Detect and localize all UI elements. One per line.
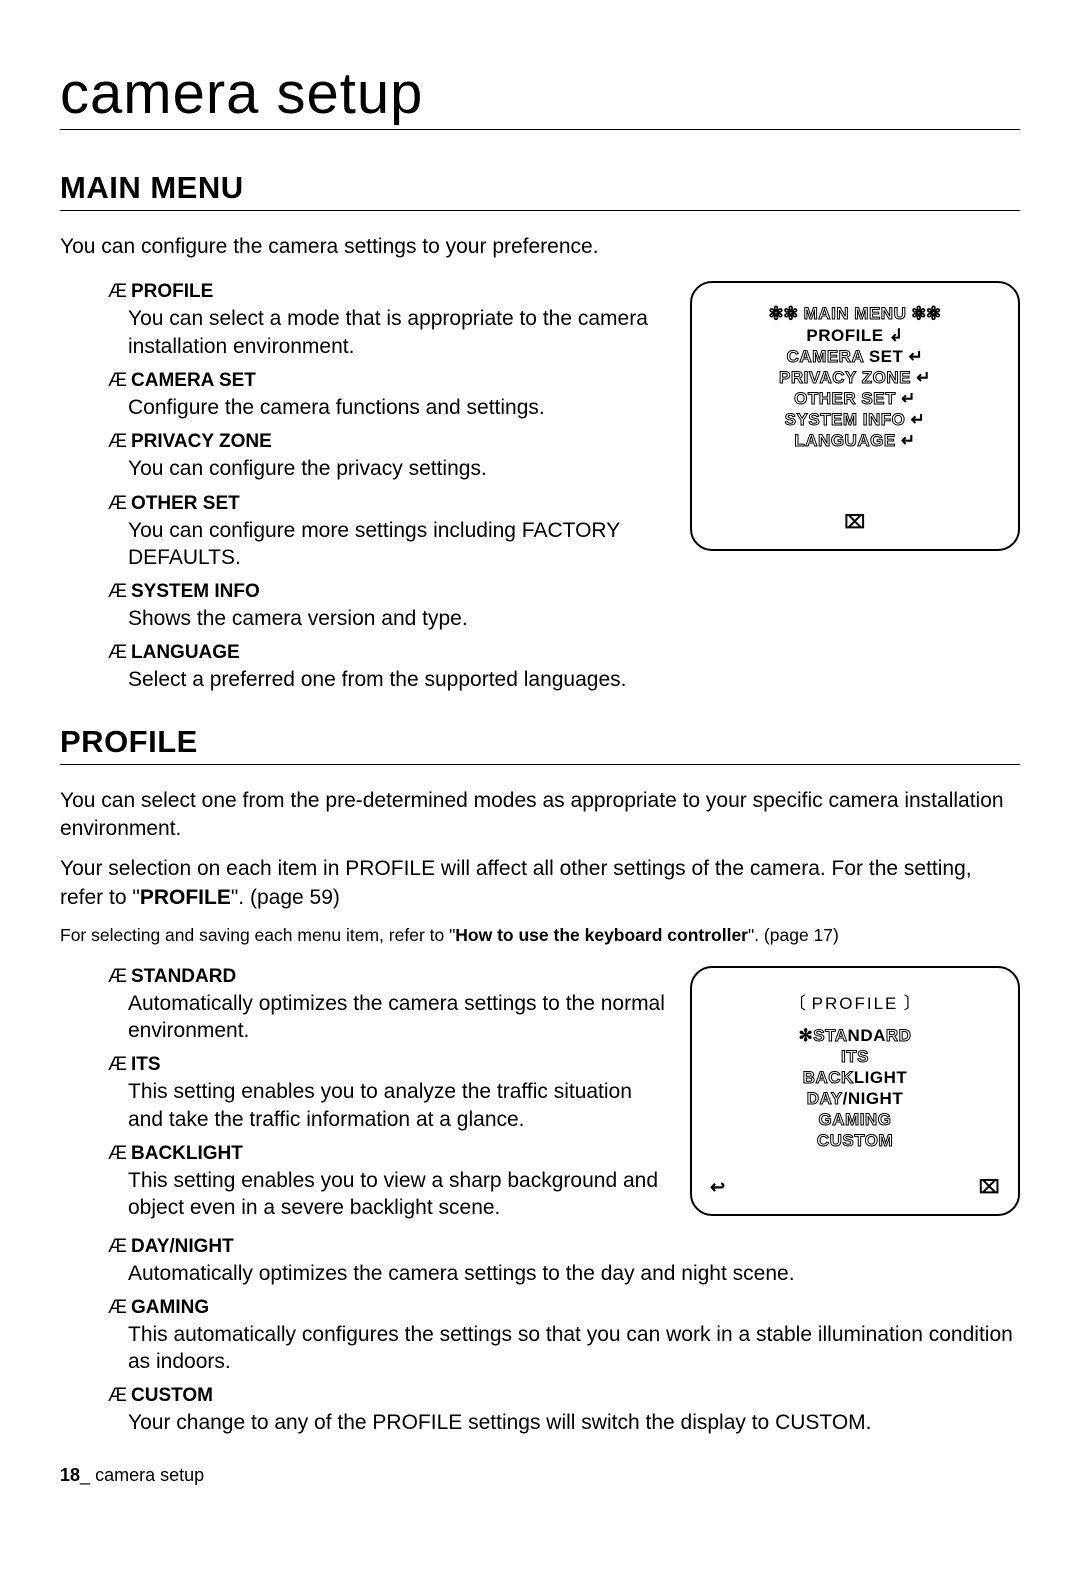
main-menu-osd: ✻✻ MAIN MENU ✻✻ PROFILE ↲CAMERA SET ↵PRI… (690, 281, 1020, 551)
bullet-marker: Æ (108, 281, 127, 302)
list-item: ÆPROFILE You can select a mode that is ap… (108, 281, 670, 360)
term-description: This setting enables you to analyze the … (128, 1078, 670, 1133)
term-label: DAY/NIGHT (131, 1236, 234, 1257)
exit-icon: ⌧ (979, 1177, 1000, 1198)
list-item: ÆCAMERA SET Configure the camera function… (108, 370, 670, 421)
enter-icon: ↵ (896, 389, 916, 408)
list-item: ÆDAY/NIGHT Automatically optimizes the ca… (108, 1236, 1020, 1287)
profile-row: ÆSTANDARDAutomatically optimizes the cam… (60, 966, 1020, 1232)
term-label: OTHER SET (131, 493, 240, 514)
profile-para2: Your selection on each item in PROFILE w… (60, 855, 1020, 912)
list-item: ÆITS This setting enables you to analyze … (108, 1054, 670, 1133)
osd-line: DAY/NIGHT (706, 1089, 1004, 1109)
term-label: SYSTEM INFO (131, 581, 260, 602)
bullet-marker: Æ (108, 1297, 127, 1318)
enter-icon: ↵ (905, 410, 925, 429)
bullet-marker: Æ (108, 493, 127, 514)
term-label: PRIVACY ZONE (131, 431, 272, 452)
exit-icon: ⌧ (844, 512, 865, 533)
enter-icon: ↵ (896, 431, 916, 450)
bullet-marker: Æ (108, 1143, 127, 1164)
list-item: ÆCUSTOM Your change to any of the PROFILE… (108, 1385, 1020, 1436)
term-label: PROFILE (131, 281, 213, 302)
term-description: You can configure more settings includin… (128, 517, 670, 572)
list-item: ÆSTANDARD Automatically optimizes the cam… (108, 966, 670, 1045)
profile-para1: You can select one from the pre-determin… (60, 787, 1020, 844)
term-description: This automatically configures the settin… (128, 1321, 1020, 1376)
term-description: Your change to any of the PROFILE settin… (128, 1409, 1020, 1436)
term-description: This setting enables you to view a sharp… (128, 1167, 670, 1222)
marker-icon: ✻ (799, 1026, 814, 1045)
term-description: Configure the camera functions and setti… (128, 394, 670, 421)
profile-small-para: For selecting and saving each menu item,… (60, 924, 1020, 948)
osd-title: ✻✻ MAIN MENU ✻✻ (706, 304, 1004, 324)
main-menu-intro: You can configure the camera settings to… (60, 233, 1020, 261)
main-menu-row: ÆPROFILEYou can select a mode that is ap… (60, 281, 1020, 581)
bullet-marker: Æ (108, 431, 127, 452)
term-description: You can configure the privacy settings. (128, 455, 670, 482)
term-label: STANDARD (131, 966, 236, 987)
term-description: Select a preferred one from the supporte… (128, 666, 1020, 693)
main-menu-heading: MAIN MENU (60, 170, 1020, 211)
term-description: Shows the camera version and type. (128, 605, 1020, 632)
bullet-marker: Æ (108, 370, 127, 391)
term-label: CUSTOM (131, 1385, 213, 1406)
list-item: ÆLANGUAGE Select a preferred one from the… (108, 642, 1020, 693)
osd-title: 〔 PROFILE 〕 (706, 989, 1004, 1014)
term-label: LANGUAGE (131, 642, 240, 663)
osd-line: LANGUAGE ↵ (706, 431, 1004, 451)
osd-line: PRIVACY ZONE ↵ (706, 368, 1004, 388)
term-description: Automatically optimizes the camera setti… (128, 990, 670, 1045)
list-item: ÆGAMING This automatically configures the… (108, 1297, 1020, 1376)
list-item: ÆOTHER SET You can configure more setting… (108, 493, 670, 572)
osd-line: OTHER SET ↵ (706, 389, 1004, 409)
list-item: ÆPRIVACY ZONE You can configure the priva… (108, 431, 670, 482)
profile-osd: 〔 PROFILE 〕 ✻STANDARDITSBACKLIGHTDAY/NIG… (690, 966, 1020, 1216)
osd-line: BACKLIGHT (706, 1068, 1004, 1088)
osd-line: SYSTEM INFO ↵ (706, 410, 1004, 430)
bullet-marker: Æ (108, 1054, 127, 1075)
list-item: ÆBACKLIGHT This setting enables you to vi… (108, 1143, 670, 1222)
page-footer: 18_ camera setup (60, 1465, 1020, 1486)
term-label: BACKLIGHT (131, 1143, 243, 1164)
osd-line: ✻STANDARD (706, 1026, 1004, 1046)
list-item: ÆSYSTEM INFO Shows the camera version and… (108, 581, 1020, 632)
enter-icon: ↵ (911, 368, 931, 387)
osd-line: ITS (706, 1047, 1004, 1067)
profile-heading: PROFILE (60, 724, 1020, 765)
term-label: GAMING (131, 1297, 209, 1318)
term-description: You can select a mode that is appropriat… (128, 305, 670, 360)
enter-icon: ↵ (903, 347, 923, 366)
bullet-marker: Æ (108, 1236, 127, 1257)
enter-icon: ↲ (884, 326, 904, 345)
bullet-marker: Æ (108, 642, 127, 663)
bullet-marker: Æ (108, 1385, 127, 1406)
osd-line: GAMING (706, 1110, 1004, 1130)
page-title: camera setup (60, 60, 1020, 130)
bullet-marker: Æ (108, 966, 127, 987)
term-label: ITS (131, 1054, 161, 1075)
back-icon: ↩ (710, 1177, 726, 1198)
bullet-marker: Æ (108, 581, 127, 602)
osd-line: PROFILE ↲ (706, 326, 1004, 346)
term-label: CAMERA SET (131, 370, 256, 391)
osd-line: CAMERA SET ↵ (706, 347, 1004, 367)
osd-line: CUSTOM (706, 1131, 1004, 1151)
term-description: Automatically optimizes the camera setti… (128, 1260, 1020, 1287)
